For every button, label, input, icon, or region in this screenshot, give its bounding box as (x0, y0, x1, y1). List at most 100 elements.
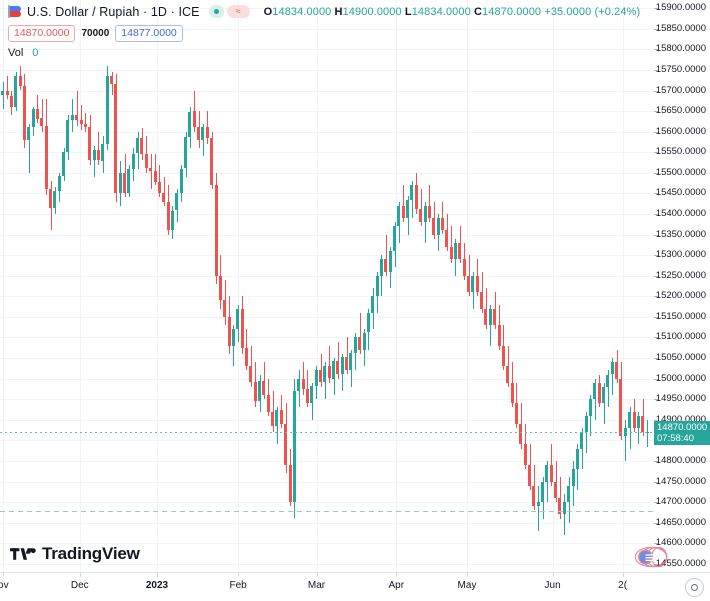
symbol-title[interactable]: U.S. Dollar / Rupiah · 1D · ICE (27, 4, 200, 19)
price-axis-tick (654, 214, 658, 215)
legend-tags-row: 14870.0000 70000 14877.0000 (8, 24, 640, 42)
price-axis-tick (654, 172, 658, 174)
grid-line-vertical (552, 0, 554, 572)
time-axis[interactable]: ov Dec 2023 Feb Mar Apr May Jun 2( (0, 572, 710, 601)
time-axis-tick (79, 573, 81, 577)
price-axis-label: 14650.0000 (655, 516, 706, 528)
ohlc-o-key: O (263, 5, 273, 18)
grid-line-horizontal (0, 234, 654, 236)
ohlc-change-percent: (+0.24%) (594, 5, 641, 18)
volume-row: Vol 0 (8, 45, 640, 61)
grid-line-horizontal (0, 275, 654, 277)
price-axis-label: 15750.0000 (655, 64, 706, 75)
price-axis-tick (654, 316, 658, 318)
grid-line-horizontal (0, 522, 654, 524)
high-price-tag[interactable]: 14877.0000 (115, 24, 183, 42)
price-axis-label: 15850.0000 (655, 22, 706, 34)
time-axis-tick (467, 573, 468, 577)
price-axis-label: 15900.0000 (655, 2, 706, 14)
current-price-value: 14870.0000 (657, 422, 708, 434)
price-axis-label: 15350.0000 (655, 228, 706, 240)
price-axis-tick (654, 378, 658, 380)
grid-line-horizontal (0, 543, 654, 545)
price-axis-tick (654, 152, 658, 154)
tradingview-logo-icon (10, 548, 36, 560)
price-axis-tick (654, 337, 658, 339)
price-axis-tick (654, 111, 658, 113)
grid-line-horizontal (0, 49, 654, 51)
grid-line-horizontal (0, 70, 654, 71)
price-axis-label: 15000.0000 (655, 372, 706, 384)
price-axis-tick (654, 8, 658, 10)
approximate-icon[interactable]: ≈ (226, 5, 250, 18)
grid-line-horizontal (0, 214, 654, 215)
grid-line-horizontal (0, 358, 654, 359)
price-axis-tick (654, 49, 658, 51)
price-axis-tick (654, 70, 658, 71)
low-price-tag[interactable]: 14870.0000 (8, 24, 76, 42)
time-axis-tick (238, 573, 240, 577)
ohlc-change: +35.0000 (544, 5, 592, 18)
price-axis-label: 15300.0000 (655, 249, 706, 261)
grid-line-horizontal (0, 399, 654, 401)
chart-plot-area[interactable] (0, 0, 654, 572)
grid-line-vertical (396, 0, 398, 572)
price-axis-label: 14950.0000 (655, 393, 706, 405)
price-axis-label: 15500.0000 (655, 166, 706, 178)
grid-line-vertical (79, 0, 81, 572)
grid-line-vertical (157, 0, 158, 572)
grid-line-horizontal (0, 378, 654, 380)
time-axis-label: 2( (618, 580, 628, 591)
price-axis-label: 15250.0000 (655, 269, 706, 281)
time-axis-tick (316, 573, 318, 577)
time-axis-tick (396, 573, 398, 577)
clock-settings-icon[interactable] (685, 578, 704, 597)
time-axis-label: 2023 (145, 580, 169, 591)
grid-line-horizontal (0, 337, 654, 339)
price-axis-tick (654, 255, 658, 257)
time-axis-label: Mar (307, 580, 326, 591)
price-axis[interactable]: 15900.0000 15850.0000 15800.0000 15750.0000… (654, 0, 710, 572)
tradingview-logo[interactable]: TradingView (10, 544, 140, 564)
grid-line-horizontal (0, 28, 654, 30)
price-axis-tick (654, 481, 658, 483)
ohlc-h-key: H (334, 5, 343, 18)
chart-legend: U.S. Dollar / Rupiah · 1D · ICE ≈ O14834… (8, 3, 640, 61)
grid-line-vertical (622, 0, 624, 572)
price-axis-tick (654, 460, 658, 462)
price-axis-label: 15700.0000 (655, 84, 706, 96)
market-open-dot-icon[interactable] (208, 5, 224, 18)
grid-line-vertical (3, 0, 5, 572)
price-axis-label: 14800.0000 (655, 454, 706, 466)
price-axis-label: 14550.0000 (655, 557, 706, 569)
price-axis-tick (654, 296, 658, 298)
price-axis-label: 15600.0000 (655, 125, 706, 137)
time-axis-label: Jun (544, 580, 561, 591)
grid-line-horizontal (0, 8, 654, 10)
price-axis-tick (654, 358, 658, 359)
current-price-badge[interactable]: 14870.0000 07:58:40 (654, 421, 710, 446)
price-axis-tick (654, 419, 658, 421)
price-axis-tick (654, 90, 658, 92)
price-axis-tick (654, 563, 658, 565)
price-axis-tick (654, 522, 658, 524)
grid-line-vertical (238, 0, 240, 572)
volume-label[interactable]: Vol (8, 47, 24, 59)
grid-line-horizontal (0, 419, 654, 421)
price-axis-tick (654, 543, 658, 545)
time-axis-tick (157, 573, 158, 577)
grid-line-horizontal (0, 172, 654, 174)
price-axis-label: 15450.0000 (655, 187, 706, 199)
grid-line-horizontal (0, 481, 654, 483)
tradingview-wordmark: TradingView (42, 544, 140, 563)
volume-value: 0 (32, 47, 39, 59)
legend-title-row: U.S. Dollar / Rupiah · 1D · ICE ≈ O14834… (8, 3, 640, 20)
price-axis-label: 15800.0000 (655, 43, 706, 55)
middle-value-tag: 70000 (81, 27, 110, 39)
price-axis-label: 14900.0000 (655, 413, 706, 425)
grid-line-horizontal (0, 316, 654, 318)
ohlc-l-key: L (404, 5, 412, 18)
grid-line-horizontal (0, 193, 654, 195)
ohlc-o-value: 14834.0000 (272, 5, 332, 18)
price-axis-tick (654, 502, 658, 503)
